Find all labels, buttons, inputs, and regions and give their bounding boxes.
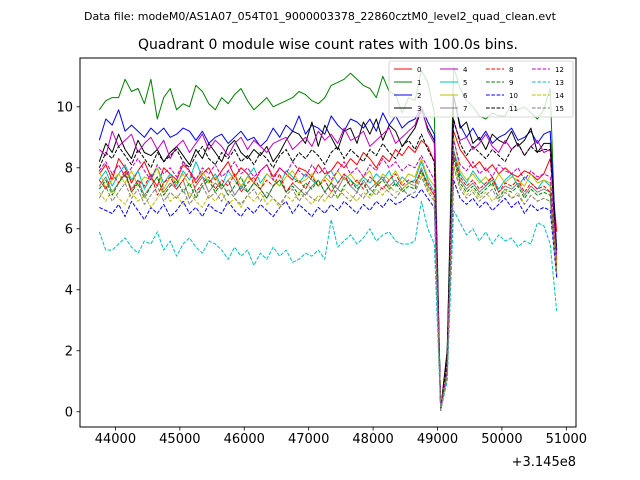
- legend-label-9: 9: [509, 79, 513, 87]
- y-tick-label: 10: [56, 100, 73, 115]
- legend-label-13: 13: [555, 79, 564, 87]
- legend-label-15: 15: [555, 105, 564, 113]
- x-tick-label: 49000: [417, 432, 458, 447]
- series-line-6: [98, 136, 558, 411]
- legend-label-11: 11: [509, 105, 518, 113]
- x-tick-label: 51000: [546, 432, 587, 447]
- x-tick-label: 44000: [95, 432, 136, 447]
- x-tick-label: 46000: [224, 432, 265, 447]
- legend-label-5: 5: [463, 79, 467, 87]
- legend-label-10: 10: [509, 92, 518, 100]
- legend-label-3: 3: [417, 105, 421, 113]
- axis-ticks: 44000 45000 46000 47000 48000 49000 50000 51000…: [56, 100, 587, 447]
- series-line-5: [98, 149, 558, 411]
- legend-label-8: 8: [509, 66, 513, 74]
- y-tick-label: 4: [65, 283, 73, 298]
- series-line-8: [98, 152, 558, 411]
- axes-frame: [79, 57, 577, 428]
- legend-label-14: 14: [555, 92, 564, 100]
- x-tick-label: 48000: [352, 432, 393, 447]
- legend-label-4: 4: [463, 66, 468, 74]
- x-tick-label: 50000: [481, 432, 522, 447]
- series-line-14: [98, 164, 558, 411]
- series-line-9: [98, 158, 558, 411]
- legend-label-6: 6: [463, 92, 468, 100]
- series-line-15: [98, 167, 558, 411]
- series-line-7: [98, 155, 558, 411]
- x-tick-label: 45000: [159, 432, 200, 447]
- y-tick-label: 8: [65, 161, 73, 176]
- series-line-0: [98, 130, 558, 410]
- y-tick-label: 0: [65, 405, 73, 420]
- series-line-12: [98, 139, 558, 411]
- series-line-4: [98, 106, 558, 410]
- legend-label-12: 12: [555, 66, 564, 74]
- x-axis-offset-label: +3.145e8: [512, 455, 576, 470]
- series-line-13: [98, 200, 558, 411]
- legend-label-2: 2: [417, 92, 421, 100]
- series-line-3: [98, 94, 558, 410]
- legend-box: [388, 60, 574, 118]
- series-line-11: [98, 118, 558, 411]
- series-line-10: [99, 179, 558, 411]
- y-tick-label: 6: [65, 222, 73, 237]
- legend-label-1: 1: [417, 79, 421, 87]
- legend-label-0: 0: [417, 66, 421, 74]
- chart-title: Quadrant 0 module wise count rates with …: [138, 37, 518, 53]
- plot-area: [98, 66, 558, 411]
- data-file-header: Data file: modeM0/AS1A07_054T01_90000033…: [84, 10, 557, 23]
- legend-label-7: 7: [463, 105, 467, 113]
- x-tick-label: 47000: [288, 432, 329, 447]
- y-tick-label: 2: [65, 344, 73, 359]
